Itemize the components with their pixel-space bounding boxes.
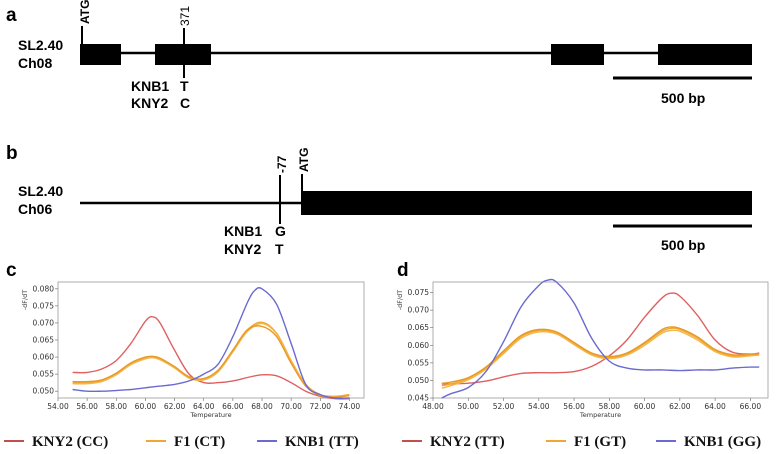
chart-c-series-4 bbox=[72, 287, 350, 399]
panel-b-line1-name: KNB1 bbox=[224, 223, 262, 239]
chart-c-xlabel: Temperature bbox=[189, 411, 231, 419]
panel-d: d 0.045 0.050 0.055 0.060 0.065 0.070 0.075 48.… bbox=[396, 260, 769, 450]
chart-c-ytick-label: 0.055 bbox=[33, 370, 55, 379]
chart-c-xtick-label: 60.00 bbox=[135, 402, 157, 411]
panel-b-line2-name: KNY2 bbox=[224, 241, 262, 257]
chart-d-ytick-label: 0.075 bbox=[408, 288, 430, 297]
legend-c-label-1: KNY2 (CC) bbox=[32, 434, 108, 450]
chart-d-xtick-label: 60.00 bbox=[634, 402, 656, 411]
chart-c: 0.050 0.055 0.060 0.065 0.070 0.075 0.080 54.00… bbox=[21, 281, 365, 419]
legend-d-label-3: KNB1 (GG) bbox=[684, 434, 761, 450]
panel-b-snp-position: -77 bbox=[275, 155, 289, 173]
panel-a-line1-name: KNB1 bbox=[131, 78, 169, 94]
panel-a: a SL2.40 Ch08 ATG 371 KNB1 T KNY2 C 500 … bbox=[6, 0, 752, 111]
chart-d-ytick-label: 0.065 bbox=[408, 323, 430, 332]
chart-d-xtick-label: 56.00 bbox=[563, 402, 585, 411]
panel-b-letter: b bbox=[6, 143, 18, 164]
panel-b-exon bbox=[301, 191, 752, 215]
chart-c-xtick-label: 74.00 bbox=[339, 402, 361, 411]
chart-d-ytick-label: 0.045 bbox=[408, 394, 430, 403]
legend-c: KNY2 (CC) F1 (CT) KNB1 (TT) bbox=[4, 434, 359, 450]
panel-c: c 0.050 0.055 0.060 0.065 0.070 0.075 0.080 54.… bbox=[4, 260, 365, 450]
chart-d-ytick-label: 0.050 bbox=[408, 376, 430, 385]
chart-d-xtick-label: 62.00 bbox=[669, 402, 691, 411]
panel-a-atg-label: ATG bbox=[78, 0, 92, 24]
legend-d-label-2: F1 (GT) bbox=[574, 434, 626, 450]
panel-b-line2-allele: T bbox=[275, 241, 284, 257]
legend-d-label-1: KNY2 (TT) bbox=[430, 434, 505, 450]
legend-c-label-2: F1 (CT) bbox=[174, 434, 225, 450]
chart-c-ytick-label: 0.080 bbox=[33, 284, 55, 293]
panel-b-chrom-line1: SL2.40 bbox=[18, 183, 63, 199]
chart-c-xtick-label: 54.00 bbox=[47, 402, 69, 411]
panel-b-line1-allele: G bbox=[275, 223, 286, 239]
chart-c-ytick-label: 0.075 bbox=[33, 301, 55, 310]
chart-d-plot-frame bbox=[432, 281, 769, 399]
chart-d-xtick-label: 50.00 bbox=[458, 402, 480, 411]
panel-a-exon-3 bbox=[551, 44, 604, 65]
chart-d-series-2 bbox=[441, 329, 760, 389]
panel-a-chrom-line2: Ch08 bbox=[18, 55, 52, 71]
chart-c-xtick-label: 72.00 bbox=[310, 402, 332, 411]
chart-c-ytick-label: 0.065 bbox=[33, 336, 55, 345]
chart-d-ylabel: -dF/dT bbox=[396, 290, 404, 311]
chart-c-series-3 bbox=[72, 325, 350, 399]
chart-d-series-4 bbox=[441, 278, 760, 399]
chart-d-ytick-label: 0.070 bbox=[408, 306, 430, 315]
chart-c-xtick-label: 66.00 bbox=[222, 402, 244, 411]
panel-b-scale-label: 500 bp bbox=[661, 237, 705, 253]
chart-c-xtick-label: 56.00 bbox=[76, 402, 98, 411]
chart-d-ytick-label: 0.055 bbox=[408, 358, 430, 367]
legend-d: KNY2 (TT) F1 (GT) KNB1 (GG) bbox=[402, 434, 761, 450]
chart-c-series-1 bbox=[72, 321, 350, 398]
chart-c-ytick-label: 0.070 bbox=[33, 318, 55, 327]
chart-d-xtick-label: 52.00 bbox=[493, 402, 515, 411]
panel-a-chrom-line1: SL2.40 bbox=[18, 37, 63, 53]
chart-d-ytick-label: 0.060 bbox=[408, 341, 430, 350]
panel-a-exon-1 bbox=[80, 44, 121, 65]
chart-c-ytick-label: 0.050 bbox=[33, 387, 55, 396]
panel-b: b SL2.40 Ch06 -77 ATG KNB1 G KNY2 T 500 … bbox=[6, 143, 752, 257]
panel-a-scale-label: 500 bp bbox=[661, 90, 705, 106]
chart-c-xtick-label: 62.00 bbox=[164, 402, 186, 411]
chart-c-xtick-label: 58.00 bbox=[106, 402, 128, 411]
chart-d-xtick-label: 66.00 bbox=[740, 402, 762, 411]
legend-c-label-3: KNB1 (TT) bbox=[285, 434, 359, 450]
chart-c-ylabel: -dF/dT bbox=[21, 290, 29, 311]
chart-c-series-2 bbox=[72, 322, 350, 398]
chart-c-series-0 bbox=[72, 316, 350, 400]
panel-a-snp-position: 371 bbox=[178, 6, 192, 26]
chart-d-xtick-label: 64.00 bbox=[704, 402, 726, 411]
chart-c-xtick-label: 70.00 bbox=[280, 402, 302, 411]
chart-d-xtick-label: 54.00 bbox=[528, 402, 550, 411]
panel-a-line2-allele: C bbox=[180, 95, 190, 111]
panel-a-line1-allele: T bbox=[180, 78, 189, 94]
chart-c-xtick-label: 68.00 bbox=[251, 402, 273, 411]
chart-d-xtick-label: 58.00 bbox=[599, 402, 621, 411]
panel-c-letter: c bbox=[6, 260, 17, 281]
chart-d: 0.045 0.050 0.055 0.060 0.065 0.070 0.075 48.00… bbox=[396, 278, 769, 419]
panel-a-letter: a bbox=[6, 5, 17, 26]
chart-d-xtick-label: 48.00 bbox=[422, 402, 444, 411]
chart-c-xtick-label: 64.00 bbox=[193, 402, 215, 411]
panel-a-line2-name: KNY2 bbox=[131, 95, 169, 111]
chart-d-xlabel: Temperature bbox=[579, 411, 621, 419]
chart-c-ytick-label: 0.060 bbox=[33, 353, 55, 362]
panel-a-exon-4 bbox=[658, 44, 752, 65]
panel-b-atg-label: ATG bbox=[297, 148, 311, 172]
panel-b-chrom-line2: Ch06 bbox=[18, 201, 52, 217]
panel-d-letter: d bbox=[397, 260, 409, 281]
